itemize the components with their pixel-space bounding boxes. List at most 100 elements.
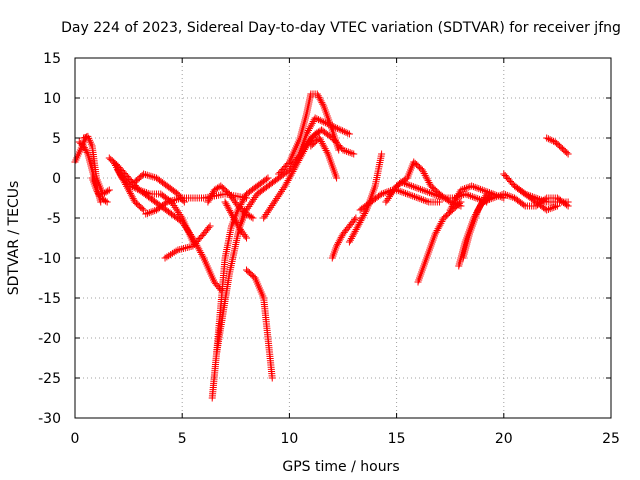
data-point <box>425 189 433 197</box>
data-point <box>496 191 504 199</box>
data-point <box>217 286 225 294</box>
data-point <box>313 115 321 123</box>
data-point <box>484 196 492 204</box>
data-point <box>114 166 122 174</box>
data-point <box>450 199 458 207</box>
data-point <box>327 121 335 129</box>
data-point <box>471 183 479 191</box>
data-point <box>465 191 473 199</box>
data-point <box>291 164 299 172</box>
data-point <box>536 195 544 203</box>
data-point <box>332 124 340 132</box>
series-arc-08 <box>131 170 188 206</box>
data-point <box>293 160 301 168</box>
data-point <box>279 186 287 194</box>
data-point <box>345 130 353 138</box>
data-point <box>348 149 356 157</box>
data-point <box>447 204 455 212</box>
series-arc-13 <box>204 182 257 222</box>
grid <box>75 58 611 418</box>
data-point <box>243 206 251 214</box>
data-point <box>449 201 457 209</box>
data-point <box>409 183 417 191</box>
data-point <box>142 210 150 218</box>
data-point <box>406 181 414 189</box>
data-point <box>119 175 127 183</box>
data-point <box>92 186 100 194</box>
data-point <box>418 195 426 203</box>
data-point <box>503 191 511 199</box>
data-point <box>423 175 431 183</box>
data-point <box>416 195 424 203</box>
data-point <box>362 208 370 216</box>
data-point <box>460 185 468 193</box>
data-point <box>263 209 271 217</box>
data-point <box>432 228 440 236</box>
data-point <box>403 190 411 198</box>
data-point <box>415 185 423 193</box>
data-point <box>144 209 152 217</box>
data-point <box>139 187 147 195</box>
data-point <box>240 195 248 203</box>
chart-title: Day 224 of 2023, Sidereal Day-to-day VTE… <box>61 20 621 36</box>
data-point <box>548 136 556 144</box>
data-point <box>468 193 476 201</box>
data-point <box>359 213 367 221</box>
data-point <box>379 189 387 197</box>
data-point <box>478 198 486 206</box>
data-point <box>434 192 442 200</box>
data-point <box>268 202 276 210</box>
data-point <box>325 120 333 128</box>
data-point <box>330 123 338 131</box>
series-arc-16 <box>243 266 276 382</box>
data-point <box>344 148 352 156</box>
data-point <box>95 191 103 199</box>
data-point <box>463 191 471 199</box>
data-point <box>311 114 319 122</box>
data-point <box>397 178 405 186</box>
data-point <box>356 218 364 226</box>
x-tick-label: 15 <box>388 431 406 447</box>
data-point <box>350 150 358 158</box>
y-tick-label: -15 <box>38 291 61 307</box>
data-point <box>552 203 560 211</box>
data-point <box>404 181 412 189</box>
data-point <box>333 124 341 132</box>
data-point <box>455 199 463 207</box>
data-point <box>320 118 328 126</box>
data-point <box>437 219 445 227</box>
data-point <box>117 171 125 179</box>
data-point <box>110 158 118 166</box>
data-point <box>94 189 102 197</box>
data-point <box>480 187 488 195</box>
data-point <box>344 129 352 137</box>
data-point <box>170 202 178 210</box>
data-point <box>489 194 497 202</box>
series-arc-34 <box>543 134 572 158</box>
data-point <box>402 189 410 197</box>
data-point <box>453 193 461 201</box>
data-point <box>142 189 150 197</box>
data-point <box>317 138 325 146</box>
data-point <box>103 198 111 206</box>
data-point <box>393 186 401 194</box>
data-point <box>289 167 297 175</box>
data-point <box>241 232 249 240</box>
data-point <box>383 196 391 204</box>
data-point <box>486 195 494 203</box>
data-point <box>413 184 421 192</box>
data-point <box>424 177 432 185</box>
data-point <box>304 126 312 134</box>
data-point <box>307 121 315 129</box>
data-point <box>343 147 351 155</box>
series-arc-04 <box>88 174 111 206</box>
data-point <box>283 178 291 186</box>
y-tick-label: -5 <box>47 211 61 227</box>
data-point <box>287 171 295 179</box>
data-point <box>262 210 270 218</box>
data-point <box>316 136 324 144</box>
data-point <box>337 126 345 134</box>
data-point <box>354 222 362 230</box>
series-arc-18 <box>275 90 343 178</box>
